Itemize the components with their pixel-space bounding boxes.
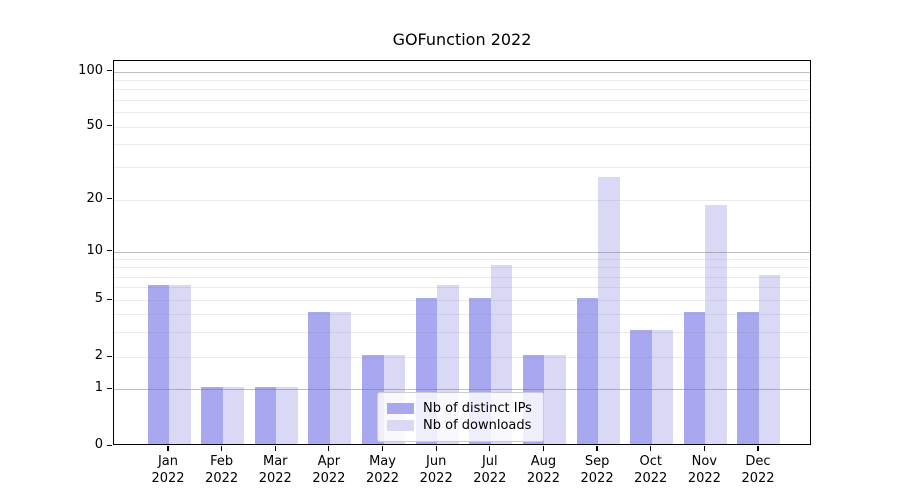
legend: Nb of distinct IPs Nb of downloads	[377, 392, 544, 442]
x-tick-label-may: May 2022	[365, 454, 400, 486]
x-tick-label-mar: Mar 2022	[258, 454, 292, 486]
gridline-10	[114, 251, 810, 253]
bar-ips-jan	[147, 285, 169, 444]
x-tick-label-oct: Oct 2022	[634, 454, 668, 486]
y-tick-mark-10	[107, 250, 112, 252]
x-tick-label-jun: Jun 2022	[419, 454, 453, 486]
gridline-80	[114, 89, 810, 91]
gridline-7	[114, 276, 810, 278]
gridline-40	[114, 144, 810, 146]
gridline-8	[114, 267, 810, 269]
bar-downloads-mar	[276, 387, 298, 444]
x-tick-mark-dec	[757, 446, 759, 451]
bar-downloads-apr	[329, 311, 352, 444]
gridline-90	[114, 80, 810, 82]
y-tick-label-0: 0	[94, 437, 103, 452]
x-tick-mark-feb	[221, 446, 223, 451]
legend-swatch-downloads	[387, 420, 414, 431]
y-tick-mark-20	[107, 198, 112, 200]
y-tick-mark-50	[107, 125, 112, 127]
bar-downloads-aug	[544, 355, 566, 444]
y-tick-label-100: 100	[78, 62, 103, 78]
bar-downloads-nov	[705, 205, 727, 444]
plot-area	[113, 60, 811, 445]
bar-ips-apr	[308, 311, 330, 444]
legend-entry-downloads: Nb of downloads	[387, 418, 533, 433]
x-tick-label-sep: Sep 2022	[580, 454, 614, 486]
gridline-4	[114, 313, 810, 315]
x-tick-label-apr: Apr 2022	[312, 454, 346, 486]
bar-downloads-dec	[758, 274, 781, 444]
gridline-9	[114, 259, 810, 261]
gridline-5	[114, 300, 810, 301]
x-tick-mark-jun	[435, 446, 437, 451]
gridline-100	[114, 71, 810, 73]
x-tick-mark-sep	[596, 446, 598, 451]
x-tick-mark-may	[381, 446, 384, 451]
bar-downloads-jan	[169, 285, 191, 444]
gridline-50	[114, 126, 810, 128]
x-tick-label-nov: Nov 2022	[687, 454, 721, 486]
gridline-2	[114, 357, 810, 358]
x-tick-label-dec: Dec 2022	[741, 454, 775, 486]
legend-entry-distinct-ips: Nb of distinct IPs	[387, 401, 533, 416]
bar-downloads-sep	[598, 176, 620, 444]
gridline-6	[114, 287, 810, 289]
x-tick-mark-oct	[650, 446, 652, 451]
x-tick-mark-aug	[542, 446, 545, 451]
bar-ips-nov	[683, 311, 706, 444]
y-tick-mark-2	[107, 355, 112, 357]
x-tick-label-jan: Jan 2022	[151, 454, 185, 486]
bar-ips-sep	[576, 298, 599, 444]
gridline-30	[114, 167, 810, 169]
y-tick-label-10: 10	[86, 242, 103, 258]
bar-ips-feb	[201, 387, 223, 444]
legend-label-downloads: Nb of downloads	[423, 418, 532, 433]
bar-ips-dec	[737, 311, 759, 444]
bar-downloads-feb	[222, 387, 245, 444]
y-tick-mark-100	[107, 70, 112, 72]
bar-ips-mar	[254, 387, 277, 444]
chart-title: GOFunction 2022	[392, 30, 532, 49]
y-tick-mark-0	[107, 444, 112, 446]
y-tick-mark-1	[107, 387, 112, 389]
x-tick-label-aug: Aug 2022	[526, 454, 560, 486]
x-tick-mark-jan	[167, 446, 169, 451]
y-tick-label-20: 20	[86, 190, 103, 206]
y-tick-label-50: 50	[86, 117, 103, 133]
gridline-60	[114, 112, 810, 114]
y-tick-label-2: 2	[94, 348, 103, 363]
gridline-1	[114, 389, 810, 390]
bar-ips-oct	[630, 329, 652, 444]
gridline-3	[114, 331, 810, 333]
y-tick-mark-5	[107, 298, 112, 300]
x-tick-mark-jul	[489, 446, 491, 451]
x-tick-label-jul: Jul 2022	[473, 454, 507, 486]
x-tick-label-feb: Feb 2022	[205, 454, 239, 486]
y-tick-label-1: 1	[94, 380, 103, 395]
gridline-20	[114, 199, 810, 201]
legend-label-distinct-ips: Nb of distinct IPs	[423, 401, 532, 416]
bar-downloads-oct	[651, 329, 674, 444]
y-tick-label-5: 5	[94, 291, 103, 306]
gridline-70	[114, 100, 810, 101]
x-tick-mark-nov	[703, 446, 705, 451]
x-tick-mark-apr	[328, 446, 330, 451]
legend-swatch-distinct-ips	[387, 403, 414, 414]
x-tick-mark-mar	[274, 446, 276, 451]
